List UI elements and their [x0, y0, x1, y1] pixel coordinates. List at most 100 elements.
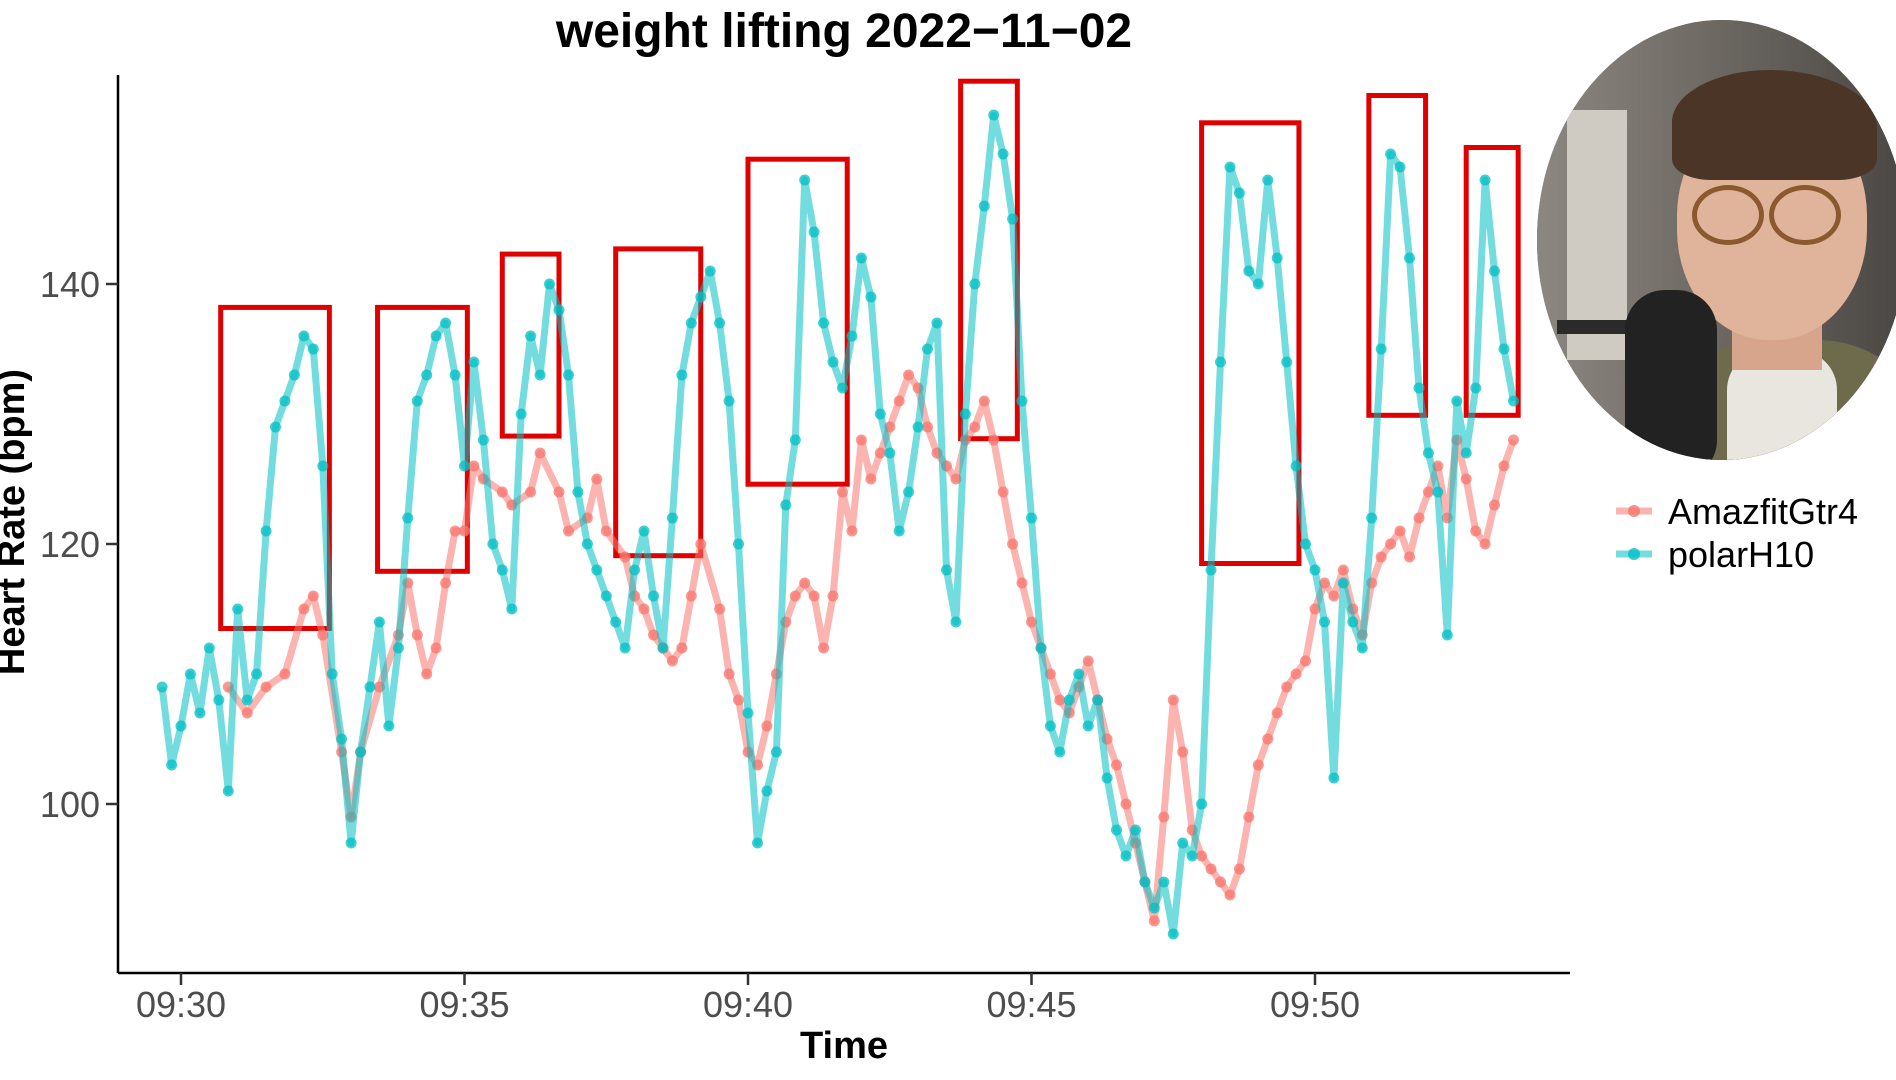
data-point: [581, 538, 593, 550]
data-point: [818, 317, 830, 329]
data-point: [808, 590, 820, 602]
data-point: [676, 369, 688, 381]
data-point: [440, 577, 452, 589]
data-point: [1413, 382, 1425, 394]
legend-label: polarH10: [1668, 534, 1814, 575]
data-point: [1422, 447, 1434, 459]
data-point: [1508, 434, 1519, 446]
data-point: [1243, 811, 1255, 823]
data-point: [912, 421, 924, 433]
highlight-box-5: [745, 156, 850, 487]
data-point: [1489, 265, 1500, 277]
highlight-box-1: [218, 304, 332, 631]
data-point: [1233, 187, 1245, 199]
data-point: [411, 629, 423, 641]
data-point: [808, 226, 820, 238]
data-point: [222, 785, 234, 797]
x-tick-label: 09:30: [136, 984, 226, 1025]
data-point: [959, 408, 971, 420]
data-point: [1186, 850, 1198, 862]
y-axis-title: Heart Rate (bpm): [0, 369, 33, 675]
data-point: [922, 421, 933, 433]
data-point: [1422, 486, 1434, 498]
data-point: [846, 330, 858, 342]
data-point: [1271, 252, 1283, 264]
data-point: [714, 603, 726, 615]
webcam-overlay: [1537, 20, 1896, 460]
data-point: [969, 278, 981, 290]
data-point: [865, 473, 877, 485]
data-point: [1309, 564, 1321, 576]
data-point: [1375, 551, 1387, 563]
data-point: [648, 629, 659, 641]
data-point: [1205, 863, 1217, 875]
data-point: [203, 642, 215, 654]
data-point: [251, 668, 263, 680]
data-point: [1375, 343, 1387, 355]
series-layer: [156, 109, 1519, 940]
data-point: [317, 460, 329, 472]
data-point: [317, 629, 329, 641]
data-point: [1196, 850, 1208, 862]
x-axis-ticks: 09:30 09:35 09:40 09:45 09:50: [136, 973, 1360, 1025]
data-point: [298, 330, 310, 342]
data-point: [1026, 616, 1037, 628]
data-point: [1092, 694, 1104, 706]
data-point: [1130, 824, 1141, 836]
data-point: [553, 304, 565, 316]
data-point: [1262, 733, 1274, 745]
data-point: [988, 434, 1000, 446]
data-point: [1460, 447, 1472, 459]
data-point: [449, 369, 461, 381]
data-point: [373, 616, 385, 628]
data-point: [1148, 902, 1160, 914]
data-point: [260, 525, 272, 537]
data-point: [666, 512, 678, 524]
data-point: [440, 317, 452, 329]
series-line-AmazfitGtr4: [225, 371, 1517, 925]
x-axis-title: Time: [800, 1025, 888, 1067]
data-point: [288, 369, 300, 381]
data-point: [789, 434, 801, 446]
data-point: [1366, 512, 1378, 524]
data-point: [1337, 577, 1349, 589]
data-point: [496, 486, 508, 498]
data-point: [770, 746, 782, 758]
data-point: [619, 551, 631, 563]
highlight-box-3: [499, 251, 562, 439]
data-point: [449, 525, 461, 537]
y-tick-label: 120: [40, 524, 100, 565]
data-point: [903, 486, 915, 498]
data-point: [213, 694, 225, 706]
y-tick-label: 140: [40, 264, 100, 305]
data-point: [1007, 213, 1019, 225]
data-point: [1271, 707, 1283, 719]
x-tick-label: 09:45: [986, 984, 1076, 1025]
data-point: [553, 486, 565, 498]
data-point: [232, 603, 244, 615]
data-point: [1356, 642, 1368, 654]
data-point: [1177, 837, 1189, 849]
data-point: [846, 525, 858, 537]
data-point: [941, 564, 952, 576]
data-point: [355, 746, 367, 758]
data-point: [1470, 525, 1482, 537]
x-tick-label: 09:40: [703, 984, 793, 1025]
highlight-boxes: [218, 78, 1521, 631]
data-point: [459, 460, 470, 472]
data-point: [1026, 512, 1037, 524]
data-point: [950, 616, 962, 628]
data-point: [657, 642, 669, 654]
data-point: [1489, 499, 1500, 511]
data-point: [1337, 564, 1349, 576]
data-point: [893, 525, 905, 537]
data-point: [1319, 577, 1330, 589]
data-point: [619, 642, 631, 654]
data-point: [685, 590, 697, 602]
data-point: [1309, 603, 1321, 615]
data-point: [874, 408, 886, 420]
data-point: [563, 369, 574, 381]
data-point: [1082, 655, 1094, 667]
y-axis-ticks: 100 120 140: [40, 264, 118, 825]
